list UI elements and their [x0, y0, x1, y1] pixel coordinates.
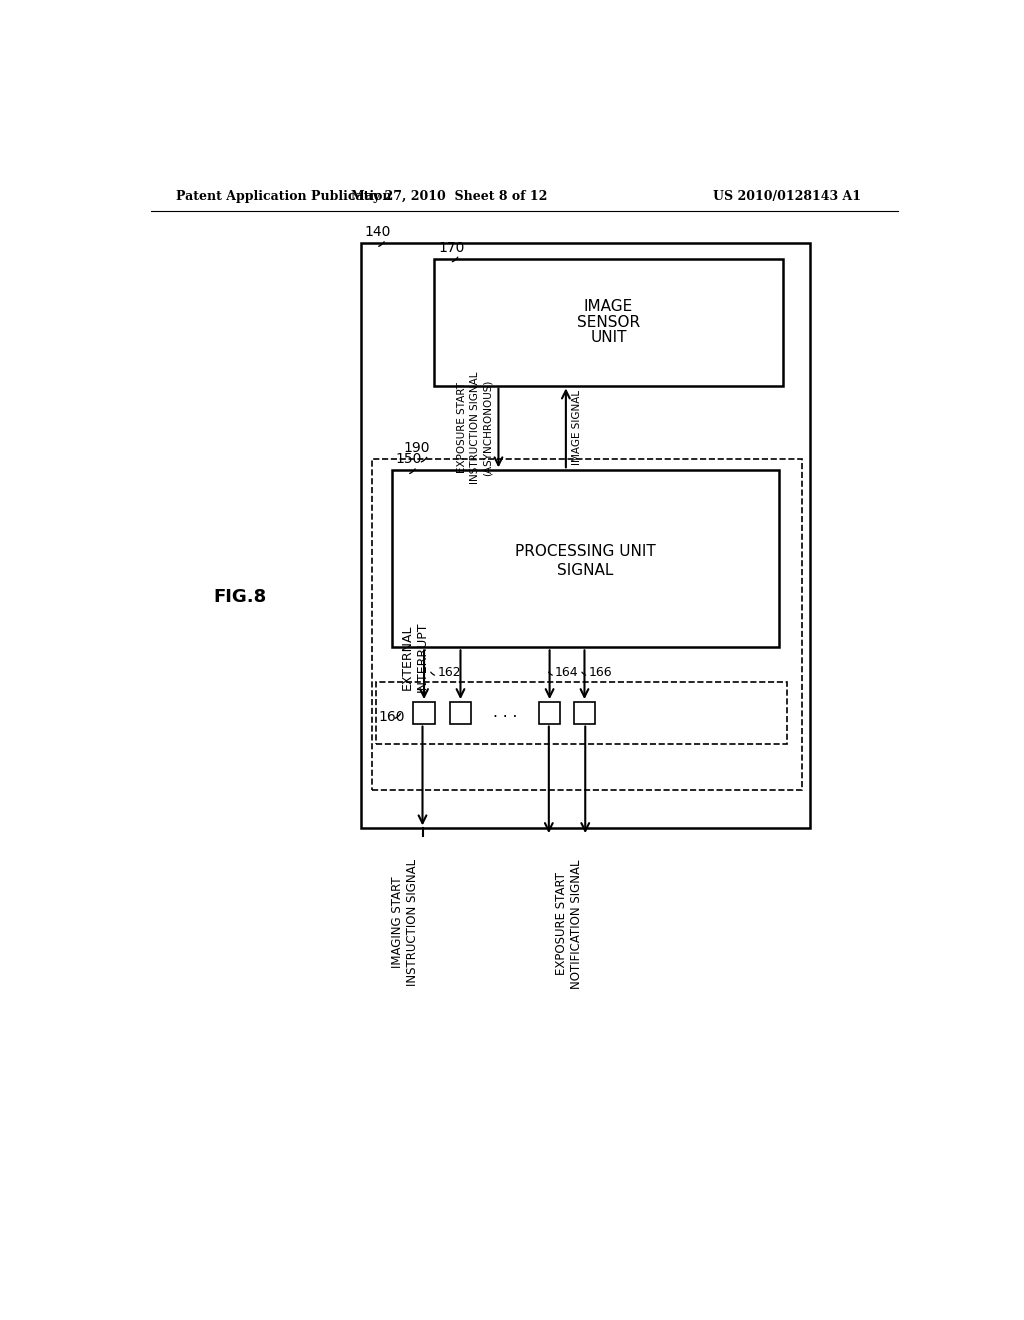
Bar: [372, 459, 802, 789]
Text: EXTERNAL
INTERRUPT: EXTERNAL INTERRUPT: [400, 622, 429, 692]
Text: UNIT: UNIT: [590, 330, 627, 345]
Text: 160: 160: [378, 710, 404, 723]
Text: FIG.8: FIG.8: [214, 589, 267, 606]
Text: IMAGE SIGNAL: IMAGE SIGNAL: [572, 391, 582, 466]
Text: PROCESSING UNIT: PROCESSING UNIT: [515, 544, 655, 558]
Bar: [573, 702, 595, 723]
Text: 150: 150: [395, 453, 422, 466]
Bar: [434, 259, 783, 385]
Bar: [360, 243, 810, 829]
Text: Patent Application Publication: Patent Application Publication: [176, 190, 391, 203]
Text: May 27, 2010  Sheet 8 of 12: May 27, 2010 Sheet 8 of 12: [351, 190, 548, 203]
Bar: [414, 702, 435, 723]
Text: 166: 166: [589, 667, 612, 680]
Text: US 2010/0128143 A1: US 2010/0128143 A1: [713, 190, 861, 203]
Bar: [391, 470, 779, 647]
Text: EXPOSURE START
INSTRUCTION SIGNAL
(ASYNCHRONOUS): EXPOSURE START INSTRUCTION SIGNAL (ASYNC…: [458, 372, 493, 484]
Bar: [450, 702, 471, 723]
Text: SIGNAL: SIGNAL: [557, 562, 613, 578]
Text: 162: 162: [437, 667, 461, 680]
Text: SENSOR: SENSOR: [577, 314, 640, 330]
Text: . . .: . . .: [493, 705, 517, 721]
Text: 164: 164: [555, 667, 579, 680]
Text: EXPOSURE START
NOTIFICATION SIGNAL: EXPOSURE START NOTIFICATION SIGNAL: [555, 859, 583, 989]
Bar: [376, 682, 786, 743]
Text: 140: 140: [365, 226, 391, 239]
Bar: [539, 702, 560, 723]
Text: 170: 170: [438, 240, 464, 255]
Text: IMAGING START
INSTRUCTION SIGNAL: IMAGING START INSTRUCTION SIGNAL: [390, 859, 419, 986]
Text: 190: 190: [403, 441, 430, 455]
Text: IMAGE: IMAGE: [584, 300, 633, 314]
